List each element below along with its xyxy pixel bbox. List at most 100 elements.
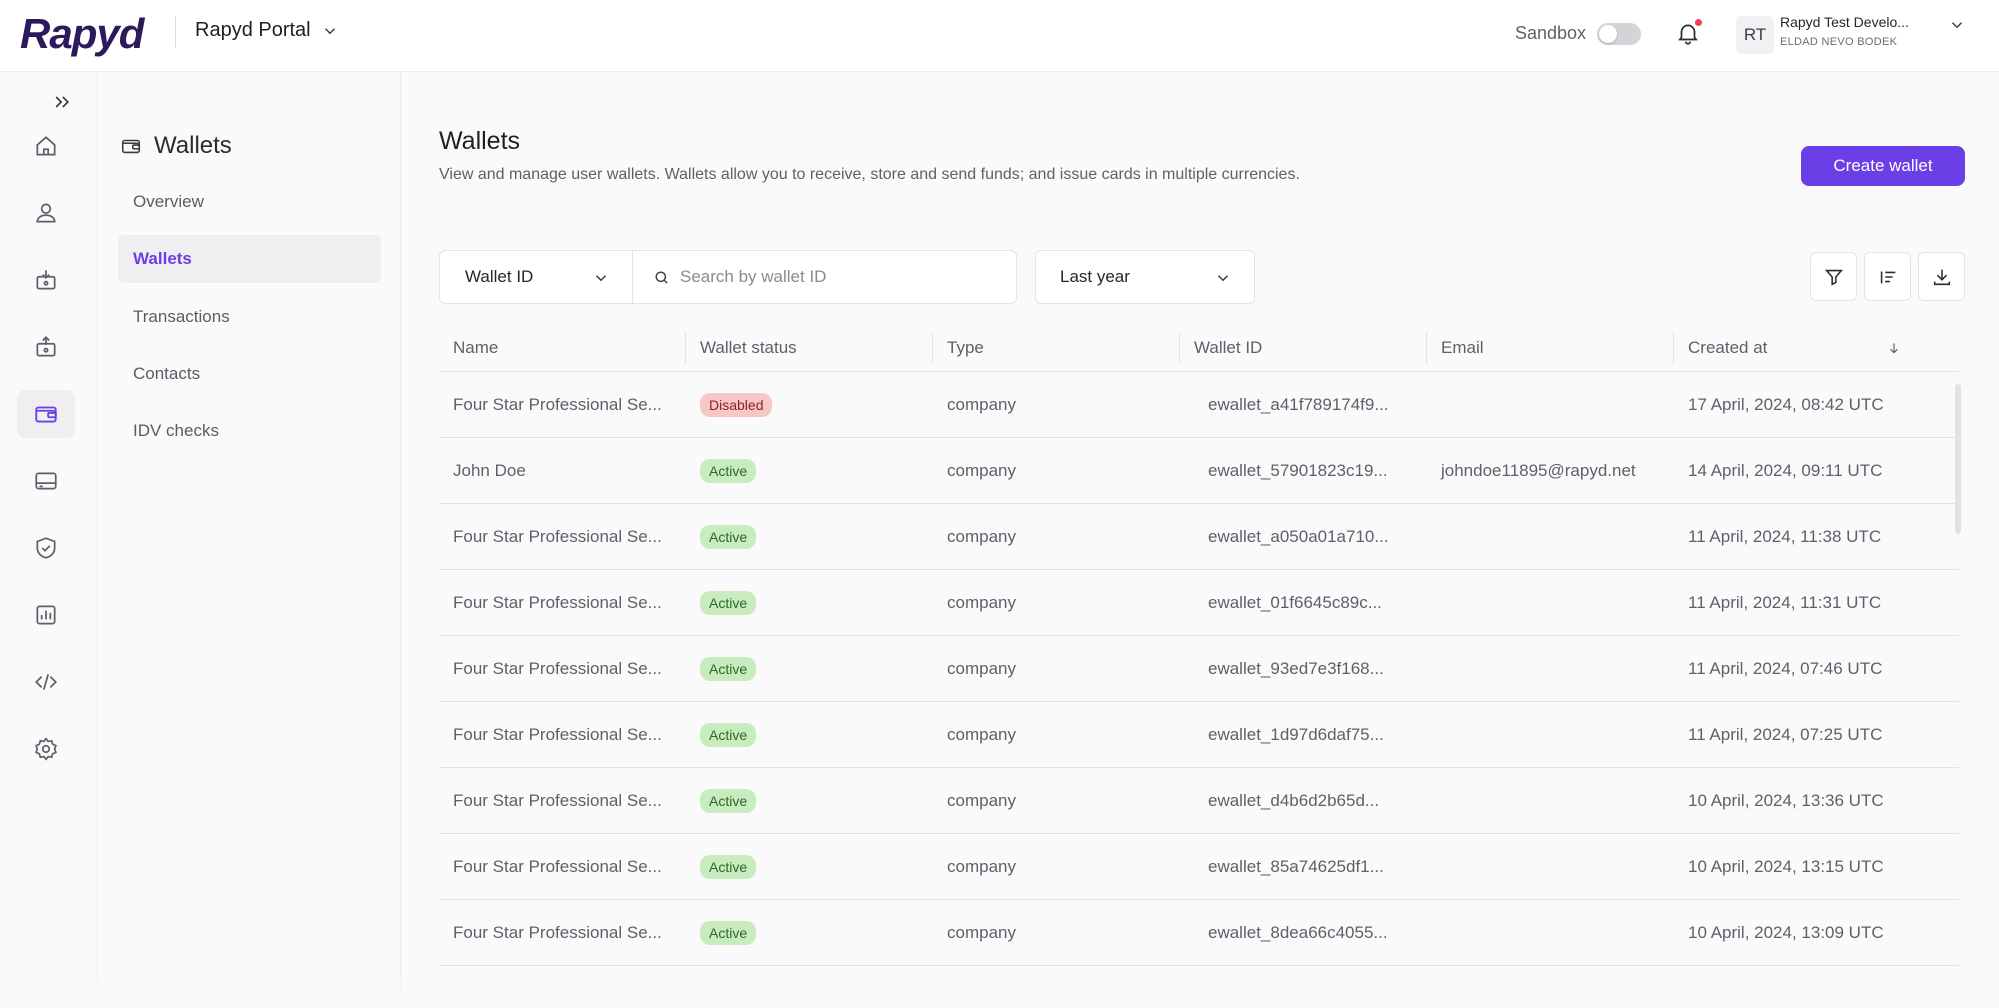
table-row[interactable]: Four Star Professional Se... Active compan… [439,900,1959,966]
table-row[interactable]: Four Star Professional Se... Active compan… [439,702,1959,768]
cell-created-at: 10 April, 2024, 13:36 UTC [1688,790,1884,810]
status-badge: Active [700,854,757,879]
cell-status: Active [686,590,933,615]
portal-switcher[interactable]: Rapyd Portal [195,19,339,42]
column-wallet-id[interactable]: Wallet ID [1180,324,1427,372]
subnav-title: Wallets [120,132,232,160]
arrow-down-icon[interactable] [1887,340,1901,356]
expand-icon[interactable] [52,92,72,112]
cell-created-at: 17 April, 2024, 08:42 UTC [1688,394,1884,414]
status-badge: Active [700,920,757,945]
main-content: Wallets View and manage user wallets. Wa… [401,72,1999,1008]
nav-item-overview[interactable]: Overview [133,192,204,211]
nav-item-contacts[interactable]: Contacts [133,364,201,383]
sort-lines-icon [1880,271,1895,283]
cell-type: company [947,922,1016,942]
download-button[interactable] [1918,252,1965,301]
reports-icon [36,605,56,625]
rail-settings[interactable] [17,725,75,773]
search-input[interactable] [680,267,1000,287]
user-icon [36,203,56,223]
table-row[interactable]: Four Star Professional Se... Disabled comp… [439,372,1959,438]
column-wallet-status[interactable]: Wallet status [686,324,933,372]
top-bar: Rapyd Rapyd Portal Sandbox RT Rapyd Test… [0,0,1999,72]
cell-name: Four Star Professional Se... [453,856,662,876]
column-email[interactable]: Email [1427,324,1674,372]
filter-icon [1824,269,1843,286]
cell-wallet-id: ewallet_a41f789174f9... [1208,394,1389,414]
account-user: ELDAD NEVO BODEK [1780,36,1898,48]
rail-user[interactable] [17,189,75,237]
cell-wallet-id: ewallet_85a74625df1... [1208,856,1384,876]
status-badge: Active [700,524,757,549]
bell-icon[interactable] [1675,20,1701,46]
status-badge: Active [700,590,757,615]
cell-name: Four Star Professional Se... [453,790,662,810]
table-row[interactable]: Four Star Professional Se... Active compan… [439,834,1959,900]
columns-button[interactable] [1864,252,1911,301]
cell-status: Active [686,458,933,483]
table-body: Four Star Professional Se... Disabled comp… [439,372,1959,966]
rail-collect[interactable] [17,256,75,304]
sandbox-toggle[interactable] [1597,23,1641,45]
filter-button[interactable] [1810,252,1857,301]
cell-wallet-id: ewallet_a050a01a710... [1208,526,1389,546]
rail-disburse[interactable] [17,323,75,371]
search-box [632,250,1017,304]
wallets-table: Name Wallet status Type Wallet ID Email … [439,324,1959,966]
nav-item-wallets[interactable]: Wallets [118,235,381,283]
search-field-value: Wallet ID [465,267,534,286]
cell-created-at: 14 April, 2024, 09:11 UTC [1688,460,1883,480]
wallet-icon [35,406,57,423]
rail-developers[interactable] [17,658,75,706]
rail-cards[interactable] [17,457,75,505]
rail-wallets[interactable] [17,390,75,438]
rail-home[interactable] [17,122,75,170]
search-field-select[interactable]: Wallet ID [439,250,633,304]
cell-created-at: 11 April, 2024, 11:31 UTC [1688,592,1882,612]
cell-type: company [947,394,1016,414]
cell-name: Four Star Professional Se... [453,592,662,612]
collect-icon [36,270,56,290]
table-row[interactable]: Four Star Professional Se... Active compan… [439,636,1959,702]
account-name[interactable]: Rapyd Test Develo... [1780,14,1909,30]
cell-name: Four Star Professional Se... [453,394,662,414]
create-wallet-button[interactable]: Create wallet [1801,146,1965,186]
portal-name: Rapyd Portal [195,19,311,41]
icon-rail [0,72,98,1008]
code-icon [35,674,57,690]
rapyd-logo[interactable]: Rapyd [20,10,144,57]
nav-item-transactions[interactable]: Transactions [133,307,230,326]
avatar[interactable]: RT [1736,16,1774,54]
page-description: View and manage user wallets. Wallets al… [439,166,1300,183]
table-row[interactable]: Four Star Professional Se... Active compan… [439,768,1959,834]
cell-created-at: 10 April, 2024, 13:09 UTC [1688,922,1884,942]
sandbox-label: Sandbox [1515,23,1587,43]
nav-item-idv-checks[interactable]: IDV checks [133,421,219,440]
period-value: Last year [1060,267,1130,286]
cell-status: Active [686,722,933,747]
table-row[interactable]: Four Star Professional Se... Active compan… [439,504,1959,570]
column-created-at-label: Created at [1688,337,1768,357]
cell-wallet-id: ewallet_01f6645c89c... [1208,592,1382,612]
column-name[interactable]: Name [439,324,686,372]
download-icon [1933,269,1950,285]
table-row[interactable]: Four Star Professional Se... Active compan… [439,570,1959,636]
table-scrollbar[interactable] [1955,384,1961,534]
column-created-at[interactable]: Created at [1674,324,1919,372]
column-type[interactable]: Type [933,324,1180,372]
period-select[interactable]: Last year [1035,250,1255,304]
rail-protect[interactable] [17,524,75,572]
table-row[interactable]: John Doe Active company ewallet_57901823c19… [439,438,1959,504]
cell-created-at: 11 April, 2024, 07:46 UTC [1688,658,1883,678]
cell-wallet-id: ewallet_93ed7e3f168... [1208,658,1384,678]
cell-email: johndoe11895@rapyd.net [1441,460,1636,480]
status-badge: Active [700,722,757,747]
bottom-fade [0,976,1999,1008]
status-badge: Active [700,788,757,813]
status-badge: Disabled [700,392,773,417]
home-icon [36,136,56,156]
chevron-down-icon[interactable] [1948,16,1966,34]
cell-type: company [947,526,1016,546]
rail-reports[interactable] [17,591,75,639]
